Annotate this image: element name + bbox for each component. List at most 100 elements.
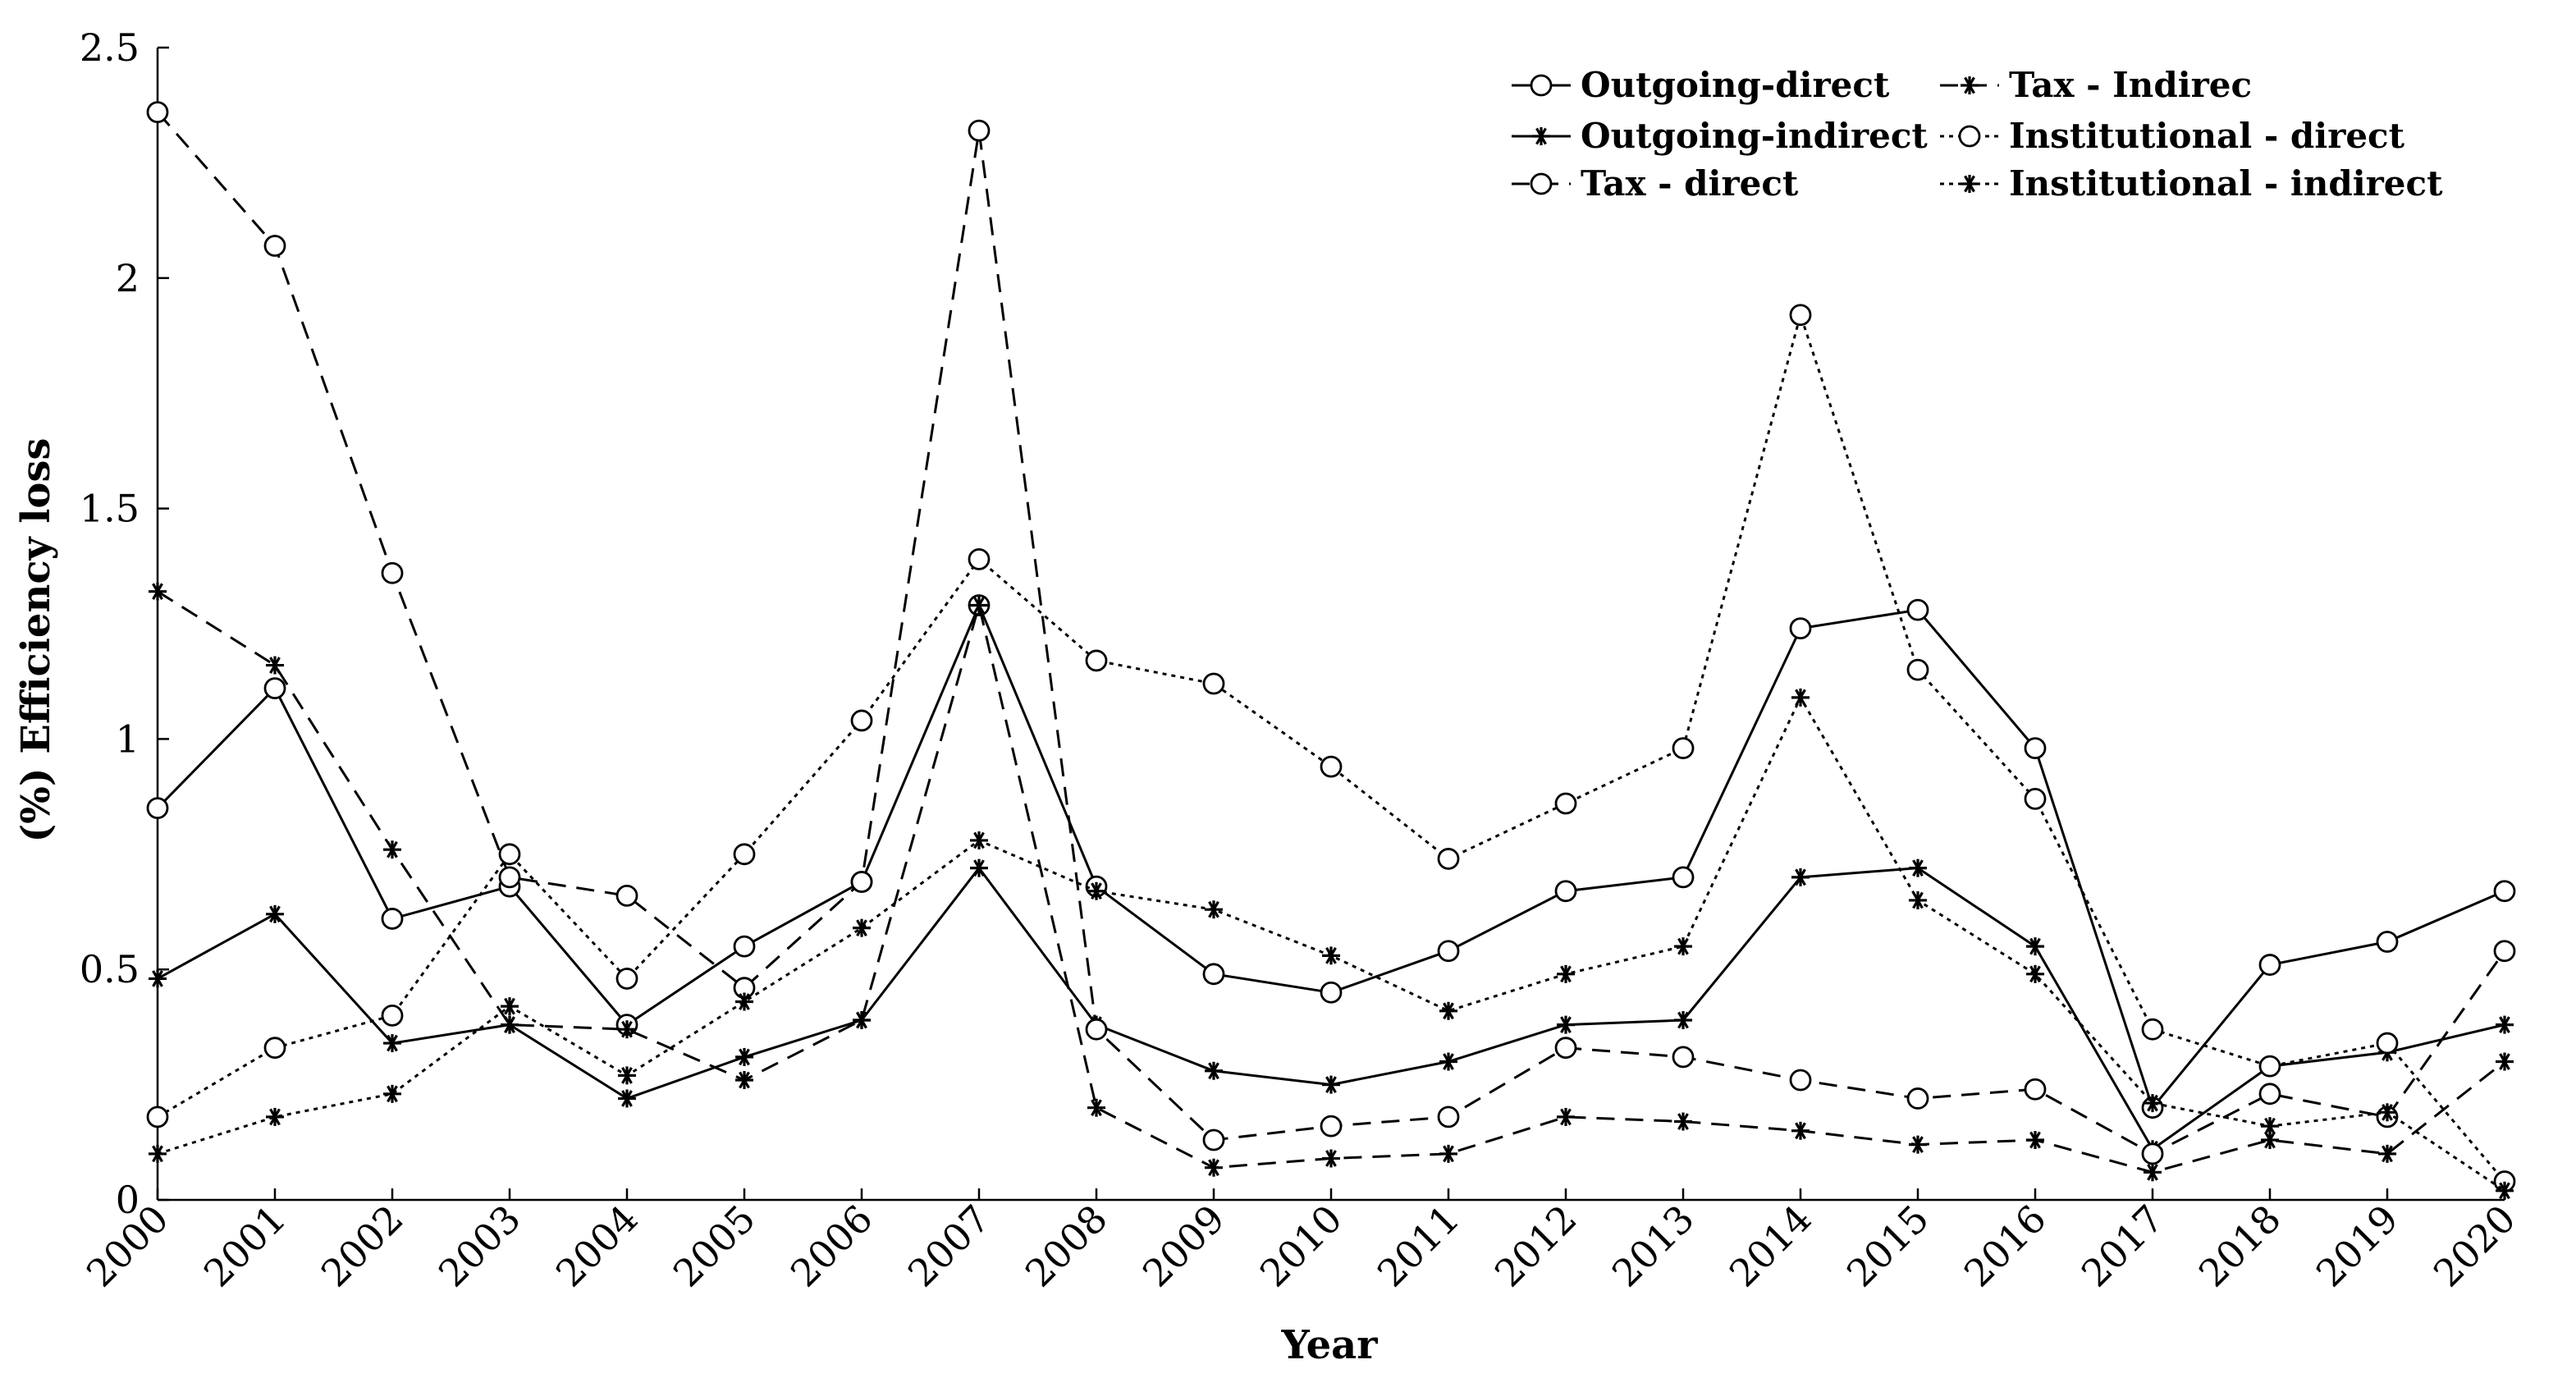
data-point	[2496, 1015, 2514, 1034]
x-tick-label: 2007	[899, 1197, 999, 1296]
data-point	[2026, 937, 2044, 956]
data-point	[853, 1010, 871, 1029]
data-point	[1205, 1061, 1223, 1080]
series-institutional-direct	[146, 304, 2516, 1193]
data-point	[1906, 1087, 1929, 1110]
data-point	[266, 1107, 284, 1126]
data-point	[2141, 1142, 2164, 1165]
data-point	[1909, 890, 1927, 909]
x-tick-label: 2003	[430, 1197, 529, 1296]
series-institutional-indirect	[149, 688, 2514, 1200]
data-point	[2493, 880, 2516, 903]
legend: Outgoing-direct Tax - Indirec Outgoing-ind…	[1512, 65, 2443, 204]
data-point	[1322, 946, 1340, 965]
data-point	[2376, 931, 2399, 953]
x-tick-label: 2009	[1134, 1197, 1233, 1296]
data-point	[735, 1047, 753, 1066]
data-point	[1322, 1075, 1340, 1094]
data-point	[2144, 1163, 2162, 1182]
x-tick-label: 2005	[665, 1197, 764, 1296]
data-point	[1909, 858, 1927, 877]
data-point	[1087, 881, 1105, 900]
data-point	[853, 918, 871, 937]
data-point	[735, 1070, 753, 1089]
x-tick-label: 2006	[782, 1197, 881, 1296]
legend-label: Institutional - indirect	[2009, 163, 2443, 204]
data-point	[1087, 1098, 1105, 1117]
data-point	[1672, 1046, 1695, 1069]
x-tick-label: 2017	[2073, 1197, 2172, 1296]
x-tick-label: 2010	[1251, 1197, 1351, 1296]
series-line	[157, 314, 2506, 1183]
data-point	[1085, 649, 1108, 672]
legend-label: Outgoing-indirect	[1581, 116, 1928, 156]
data-point	[2261, 1117, 2279, 1136]
data-point	[735, 992, 753, 1011]
data-point	[501, 1015, 519, 1034]
data-point	[1674, 1112, 1692, 1131]
x-tick-label: 2015	[1838, 1197, 1938, 1296]
x-axis-label: Year	[1280, 1322, 1378, 1368]
data-point	[850, 709, 873, 732]
data-point	[618, 1066, 636, 1085]
data-point	[1085, 1018, 1108, 1041]
data-point	[263, 1037, 286, 1060]
data-point	[1672, 737, 1695, 760]
legend-label: Institutional - direct	[2009, 116, 2405, 156]
data-point	[2493, 940, 2516, 963]
data-point	[2378, 1103, 2396, 1122]
data-point	[1791, 1121, 1810, 1140]
data-point	[381, 561, 404, 584]
legend-marker	[1958, 125, 1981, 148]
data-point	[498, 843, 521, 866]
data-point	[733, 843, 756, 866]
data-point	[383, 1084, 401, 1103]
x-tick-label: 2013	[1604, 1197, 1703, 1296]
data-point	[1320, 981, 1343, 1004]
data-point	[149, 1144, 167, 1163]
y-tick-label: 0.5	[80, 947, 140, 991]
data-point	[2026, 1130, 2044, 1149]
data-point	[381, 1004, 404, 1027]
data-point	[850, 871, 873, 893]
data-point	[1322, 1149, 1340, 1168]
legend-entry: Outgoing-indirect	[1512, 116, 1928, 156]
x-tick-label: 2012	[1486, 1197, 1585, 1296]
data-point	[2024, 788, 2047, 810]
legend-marker	[1961, 76, 1979, 94]
data-point	[2496, 1052, 2514, 1071]
data-point	[1439, 1001, 1457, 1020]
data-point	[1789, 1069, 1812, 1092]
x-tick-label: 2018	[2190, 1197, 2290, 1296]
data-point	[970, 831, 988, 849]
data-point	[266, 656, 284, 675]
data-point	[146, 1106, 169, 1128]
legend-label: Outgoing-direct	[1581, 65, 1890, 105]
legend-entry: Tax - direct	[1512, 163, 1799, 204]
y-tick-label: 0	[116, 1178, 140, 1222]
y-tick-label: 2.5	[80, 25, 140, 70]
legend-entry: Outgoing-direct	[1512, 65, 1890, 105]
data-point	[2496, 1181, 2514, 1200]
data-point	[2024, 1078, 2047, 1101]
data-point	[1674, 1010, 1692, 1029]
series-tax-indirec	[149, 582, 2514, 1182]
data-point	[2258, 1083, 2281, 1106]
data-point	[2378, 1144, 2396, 1163]
data-point	[1557, 1015, 1575, 1034]
y-tick-label: 1.5	[80, 487, 140, 531]
data-point	[1437, 1106, 1460, 1128]
legend-marker	[1532, 127, 1550, 145]
data-point	[1439, 1052, 1457, 1071]
data-point	[1554, 880, 1577, 903]
data-point	[149, 969, 167, 988]
data-point	[618, 1089, 636, 1108]
x-tick-label: 2016	[1956, 1197, 2055, 1296]
y-tick-label: 2	[116, 256, 140, 300]
data-point	[2024, 737, 2047, 760]
data-point	[1789, 304, 1812, 327]
series-tax-direct	[146, 101, 2516, 1165]
x-tick-label: 2002	[313, 1197, 412, 1296]
data-point	[970, 858, 988, 877]
